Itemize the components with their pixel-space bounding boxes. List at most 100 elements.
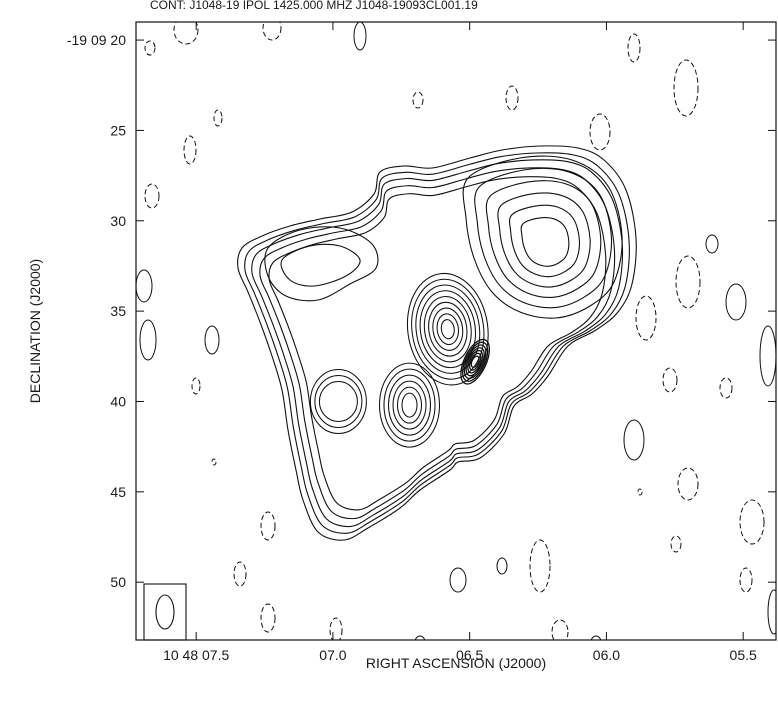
- x-tick-label: 10 48 07.5: [163, 647, 229, 663]
- negative-contour: [529, 539, 551, 593]
- negative-contour: [637, 488, 643, 496]
- negative-contour: [505, 85, 519, 111]
- isolated-positive-contour: [623, 419, 645, 461]
- negative-contour: [677, 467, 699, 501]
- inner-knot-contour: [440, 319, 455, 340]
- negative-contour: [673, 59, 699, 117]
- inner-knot-contour: [411, 278, 485, 380]
- plot-frame: [135, 21, 777, 641]
- negative-contour: [675, 255, 701, 309]
- inner-contour: [280, 243, 361, 287]
- inner-knot-contour: [436, 313, 460, 346]
- y-tick-label: 45: [110, 484, 126, 500]
- lobe-contour: [497, 192, 591, 288]
- isolated-positive-contour: [705, 234, 719, 254]
- negative-contour: [233, 561, 247, 587]
- envelope-contour: [237, 145, 637, 541]
- negative-contour: [635, 295, 657, 341]
- negative-contour: [213, 109, 223, 127]
- isolated-positive-contour: [414, 635, 426, 640]
- y-tick-label: 50: [110, 574, 126, 590]
- isolated-positive-contour: [725, 283, 747, 321]
- isolated-positive-contour: [136, 269, 153, 303]
- negative-contour: [211, 458, 217, 466]
- inner-contour: [264, 226, 379, 302]
- inner-knot-contour: [415, 284, 481, 374]
- y-tick-label: 30: [110, 213, 126, 229]
- x-tick-label: 07.0: [319, 647, 346, 663]
- negative-contour: [662, 367, 678, 393]
- isolated-positive-contour: [449, 567, 467, 593]
- negative-contour: [144, 183, 160, 209]
- y-tick-label: 25: [110, 122, 126, 138]
- x-axis-title: RIGHT ASCENSION (J2000): [366, 655, 546, 671]
- negative-contour: [173, 22, 199, 45]
- y-tick-label: -19 09 20: [67, 32, 126, 48]
- beam-ellipse: [155, 594, 175, 630]
- south-knot-contour: [314, 374, 363, 428]
- inner-knot-contour: [428, 301, 468, 357]
- inner-knot-contour: [406, 272, 489, 386]
- negative-contour: [551, 619, 569, 640]
- negative-contour: [627, 33, 641, 63]
- lobe-contour: [509, 204, 581, 278]
- x-tick-label: 05.5: [730, 647, 757, 663]
- south-knot-contour: [309, 368, 367, 434]
- isolated-positive-contour: [139, 319, 157, 361]
- south-knot-contour: [392, 380, 427, 430]
- south-knot-contour: [318, 380, 358, 422]
- core-contour: [468, 352, 482, 371]
- envelope-contour: [244, 152, 630, 534]
- isolated-positive-contour: [767, 589, 776, 635]
- south-knot-contour: [387, 374, 432, 436]
- lobe-contour: [485, 180, 602, 298]
- negative-contour: [262, 22, 282, 41]
- isolated-positive-contour: [590, 635, 602, 640]
- core-contour: [460, 338, 491, 385]
- south-knot-contour: [401, 392, 418, 418]
- lobe-contour: [474, 167, 613, 309]
- core-contour: [463, 344, 487, 380]
- inner-knot-contour: [432, 307, 464, 351]
- negative-contour: [412, 91, 424, 109]
- south-knot-contour: [396, 386, 423, 424]
- negative-contour: [589, 113, 611, 151]
- y-axis: -19 09 20 25 30 35 40 45 50: [67, 32, 776, 590]
- envelope-contour: [251, 159, 624, 528]
- beam-box: [143, 583, 187, 641]
- negative-contour-layer: [144, 22, 765, 640]
- x-tick-label: 06.5: [456, 647, 483, 663]
- negative-contour: [329, 617, 343, 640]
- inner-knot-contour: [423, 296, 472, 363]
- isolated-positive-contour: [353, 22, 367, 51]
- y-tick-label: 40: [110, 393, 126, 409]
- y-axis-title: DECLINATION (J2000): [27, 259, 43, 403]
- x-axis: 10 48 07.5 07.0 06.5 06.0 05.5: [163, 22, 757, 663]
- y-tick-label: 35: [110, 303, 126, 319]
- envelope-contour: [259, 167, 616, 520]
- core-contour: [467, 349, 484, 374]
- x-tick-label: 06.0: [593, 647, 620, 663]
- envelope-contour: [268, 176, 607, 511]
- isolated-positive-contour: [204, 325, 220, 355]
- isolated-positive-contour: [759, 325, 776, 387]
- isolated-positive-contour: [496, 557, 508, 575]
- negative-contour: [739, 567, 753, 593]
- lobe-contour: [520, 217, 570, 267]
- negative-contour: [191, 377, 201, 395]
- negative-contour: [739, 499, 765, 545]
- chart-title: CONT: J1048-19 IPOL 1425.000 MHZ J1048-1…: [150, 0, 478, 12]
- south-knot-contour: [378, 362, 441, 448]
- negative-contour: [719, 377, 733, 399]
- negative-contour: [670, 535, 682, 553]
- negative-contour: [144, 40, 156, 56]
- beam-indicator: [143, 583, 187, 641]
- inner-knot-contour: [419, 290, 476, 369]
- south-knot-contour: [383, 368, 436, 442]
- contour-layer: [136, 22, 776, 640]
- negative-contour: [183, 135, 197, 165]
- negative-contour: [260, 603, 276, 633]
- core-contour: [462, 341, 489, 382]
- negative-contour: [260, 511, 276, 541]
